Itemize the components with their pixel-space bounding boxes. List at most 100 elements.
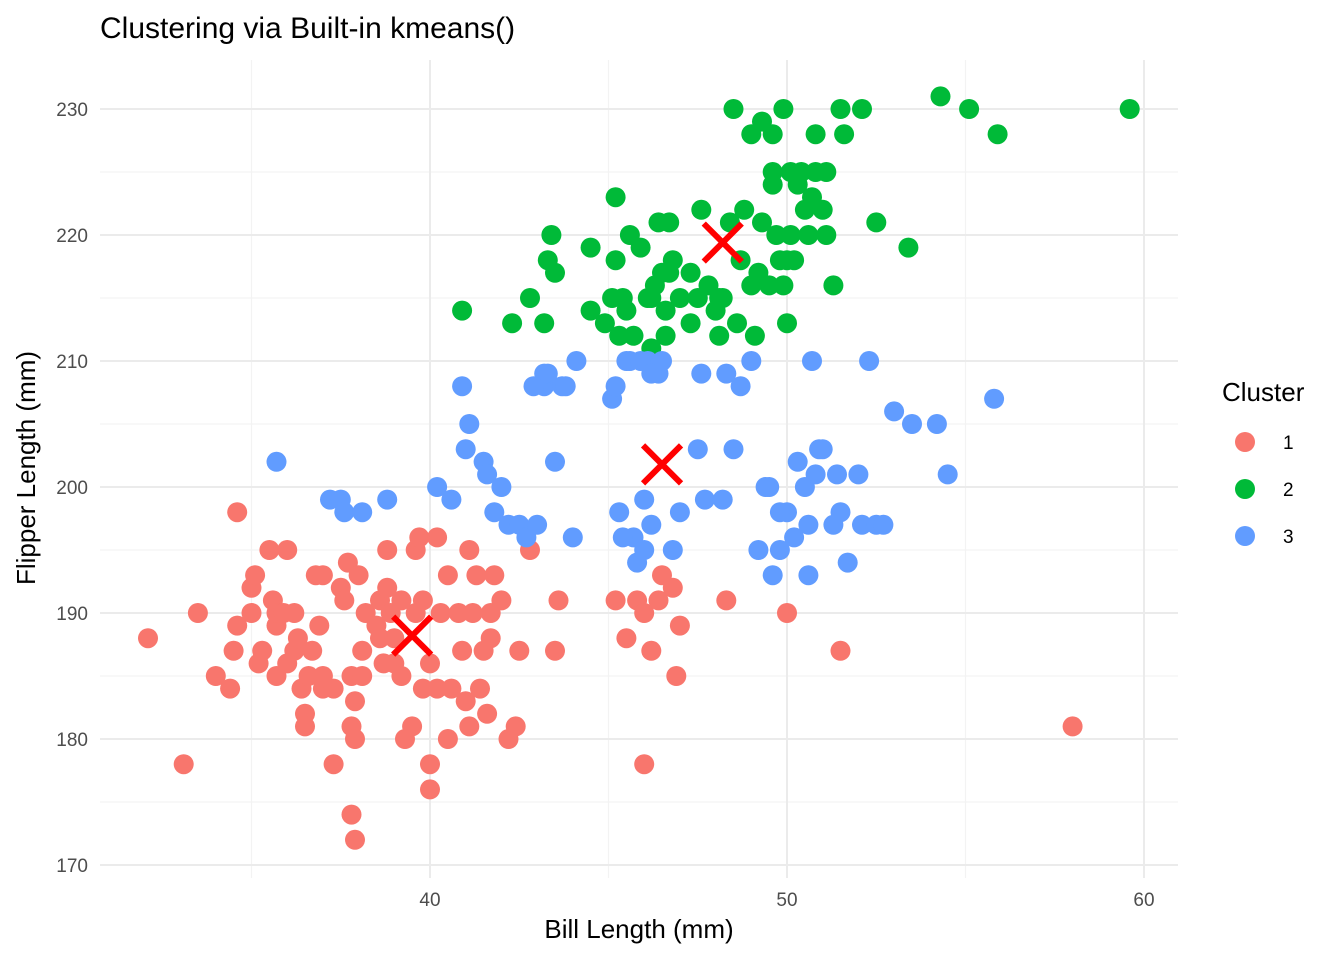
data-point-cluster-2: [759, 275, 780, 296]
legend-label: 1: [1283, 433, 1294, 454]
data-point-cluster-3: [741, 351, 762, 371]
legend-item-2: 2: [1235, 479, 1294, 501]
grid: [100, 60, 1178, 878]
data-point-cluster-2: [744, 325, 765, 346]
data-point-cluster-3: [984, 388, 1005, 409]
data-point-cluster-3: [937, 464, 958, 485]
data-point-cluster-1: [345, 729, 365, 749]
data-point-cluster-1: [430, 603, 451, 623]
data-point-cluster-3: [769, 540, 790, 560]
data-point-cluster-1: [384, 628, 405, 649]
y-axis-ticks: 170 180 190 200 210 220 230: [56, 100, 88, 877]
data-point-cluster-1: [345, 691, 365, 712]
data-point-cluster-3: [491, 477, 512, 497]
data-point-cluster-2: [723, 99, 744, 119]
data-point-cluster-3: [926, 414, 947, 434]
data-point-cluster-1: [412, 678, 433, 699]
legend-title: Cluster: [1222, 377, 1305, 407]
y-tick-label: 210: [56, 352, 88, 373]
data-point-cluster-3: [555, 376, 576, 397]
data-point-cluster-2: [623, 325, 644, 346]
data-point-cluster-2: [545, 262, 565, 283]
centroid-marker-1: [391, 614, 434, 657]
data-point-cluster-3: [805, 464, 826, 485]
data-point-cluster-1: [334, 590, 355, 611]
data-point-cluster-3: [377, 489, 398, 510]
legend-swatch: [1235, 526, 1255, 546]
data-point-cluster-1: [287, 628, 308, 649]
data-point-cluster-2: [773, 275, 794, 296]
data-point-cluster-1: [277, 540, 298, 560]
data-point-cluster-3: [484, 502, 505, 523]
data-point-cluster-2: [669, 288, 690, 308]
data-point-cluster-3: [859, 351, 880, 371]
data-point-cluster-2: [605, 250, 626, 271]
data-points: [138, 86, 1140, 850]
data-point-cluster-2: [780, 225, 801, 245]
data-point-cluster-2: [680, 313, 701, 334]
data-point-cluster-3: [634, 489, 655, 510]
data-point-cluster-1: [509, 640, 530, 661]
data-point-cluster-2: [655, 325, 676, 346]
data-point-cluster-1: [245, 565, 266, 586]
centroid-marker-2: [701, 221, 744, 264]
data-point-cluster-1: [437, 729, 458, 749]
data-point-cluster-3: [334, 502, 355, 523]
data-point-cluster-3: [748, 540, 769, 560]
data-point-cluster-3: [641, 363, 662, 384]
data-point-cluster-3: [798, 565, 819, 586]
data-point-cluster-3: [566, 351, 587, 371]
data-point-cluster-1: [669, 615, 690, 636]
data-point-cluster-2: [630, 237, 651, 258]
data-point-cluster-3: [852, 514, 872, 535]
data-point-cluster-2: [691, 199, 712, 220]
data-point-cluster-3: [830, 502, 851, 523]
centroid-markers: [391, 221, 744, 657]
data-point-cluster-3: [755, 477, 776, 497]
data-point-cluster-1: [605, 590, 626, 611]
data-point-cluster-2: [959, 99, 980, 119]
data-point-cluster-1: [459, 540, 480, 560]
legend-label: 2: [1283, 480, 1294, 501]
data-point-cluster-1: [223, 640, 244, 661]
data-point-cluster-2: [727, 313, 747, 334]
data-point-cluster-2: [680, 262, 701, 283]
data-point-cluster-1: [437, 565, 458, 586]
data-point-cluster-1: [484, 565, 505, 586]
data-point-cluster-1: [420, 754, 440, 775]
data-point-cluster-1: [298, 666, 319, 686]
data-point-cluster-1: [641, 640, 662, 661]
data-point-cluster-1: [491, 590, 512, 611]
legend-item-1: 1: [1235, 432, 1294, 454]
y-tick-label: 190: [56, 604, 88, 625]
data-point-cluster-2: [752, 212, 772, 233]
y-axis-title: Flipper Length (mm): [11, 351, 41, 585]
data-point-cluster-3: [691, 363, 712, 384]
data-point-cluster-2: [452, 300, 473, 321]
data-point-cluster-1: [648, 590, 669, 611]
data-point-cluster-3: [662, 540, 683, 560]
data-point-cluster-2: [830, 99, 851, 119]
data-point-cluster-2: [798, 225, 819, 245]
data-point-cluster-3: [848, 464, 869, 485]
data-point-cluster-2: [762, 174, 783, 195]
data-point-cluster-1: [427, 678, 448, 699]
data-point-cluster-1: [259, 540, 280, 560]
data-point-cluster-3: [562, 527, 583, 548]
data-point-cluster-1: [448, 603, 469, 623]
data-point-cluster-3: [873, 514, 894, 535]
data-point-cluster-2: [609, 325, 630, 346]
data-point-cluster-1: [295, 716, 315, 737]
legend-label: 3: [1283, 527, 1294, 548]
data-point-cluster-3: [837, 552, 858, 573]
data-point-cluster-1: [391, 666, 412, 686]
legend: Cluster 1 2 3: [1222, 377, 1305, 548]
data-point-cluster-1: [377, 540, 398, 560]
data-point-cluster-1: [409, 527, 430, 548]
data-point-cluster-1: [227, 615, 248, 636]
centroid-marker-3: [640, 443, 684, 486]
data-point-cluster-1: [348, 565, 369, 586]
data-point-cluster-2: [594, 313, 615, 334]
data-point-cluster-3: [477, 464, 498, 485]
data-point-cluster-1: [412, 590, 433, 611]
